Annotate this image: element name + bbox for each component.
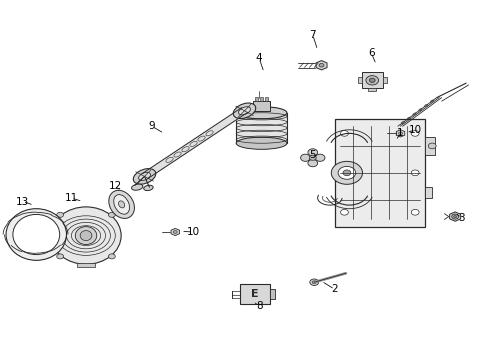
Ellipse shape xyxy=(75,226,97,244)
Ellipse shape xyxy=(143,185,153,190)
Circle shape xyxy=(309,279,318,285)
Ellipse shape xyxy=(118,201,124,208)
Ellipse shape xyxy=(238,107,250,115)
Circle shape xyxy=(340,131,347,136)
Circle shape xyxy=(342,170,350,176)
Bar xyxy=(424,137,434,155)
Circle shape xyxy=(410,131,418,136)
Text: 8: 8 xyxy=(255,301,262,311)
Text: 2: 2 xyxy=(331,284,337,294)
Text: 13: 13 xyxy=(16,197,29,207)
Circle shape xyxy=(453,216,456,218)
Circle shape xyxy=(340,210,347,215)
Circle shape xyxy=(319,63,324,67)
Circle shape xyxy=(330,161,362,184)
Ellipse shape xyxy=(133,168,156,184)
Circle shape xyxy=(307,149,317,156)
Bar xyxy=(269,289,274,300)
Circle shape xyxy=(398,132,402,135)
Bar xyxy=(357,77,361,83)
Polygon shape xyxy=(315,60,326,70)
Circle shape xyxy=(57,212,63,217)
Text: 5: 5 xyxy=(309,150,315,160)
Bar xyxy=(255,97,258,101)
Text: E: E xyxy=(250,289,258,299)
Circle shape xyxy=(309,155,316,160)
Circle shape xyxy=(451,214,458,219)
Bar xyxy=(236,113,286,143)
Bar xyxy=(252,101,270,111)
Circle shape xyxy=(57,254,63,259)
Circle shape xyxy=(410,210,418,215)
Ellipse shape xyxy=(80,230,92,240)
Polygon shape xyxy=(171,228,179,235)
Ellipse shape xyxy=(131,184,142,190)
Circle shape xyxy=(340,170,347,176)
Bar xyxy=(264,97,267,101)
Text: 6: 6 xyxy=(367,48,374,58)
Ellipse shape xyxy=(114,195,129,214)
Text: 3: 3 xyxy=(457,213,464,222)
Bar xyxy=(424,187,431,198)
Ellipse shape xyxy=(51,207,121,264)
Circle shape xyxy=(337,166,355,179)
Ellipse shape xyxy=(138,172,150,180)
Bar xyxy=(382,77,386,83)
Circle shape xyxy=(307,159,317,167)
Bar xyxy=(334,119,424,226)
Circle shape xyxy=(108,212,115,217)
Bar xyxy=(361,72,382,88)
Text: 10: 10 xyxy=(186,227,200,237)
Ellipse shape xyxy=(109,190,134,219)
Bar xyxy=(77,263,95,267)
Bar xyxy=(260,97,263,101)
Text: 1: 1 xyxy=(396,129,403,138)
Bar xyxy=(239,284,269,304)
Ellipse shape xyxy=(13,215,60,255)
Bar xyxy=(367,88,375,91)
Text: 4: 4 xyxy=(255,53,262,63)
Circle shape xyxy=(173,230,177,233)
Circle shape xyxy=(410,170,418,176)
Ellipse shape xyxy=(233,103,255,118)
Text: 12: 12 xyxy=(108,181,122,192)
Circle shape xyxy=(312,281,316,284)
Circle shape xyxy=(365,76,378,85)
Circle shape xyxy=(315,154,325,161)
Ellipse shape xyxy=(236,107,286,119)
Polygon shape xyxy=(395,130,404,137)
Circle shape xyxy=(300,154,310,161)
Text: 10: 10 xyxy=(408,125,421,135)
Ellipse shape xyxy=(6,209,66,260)
Polygon shape xyxy=(449,212,460,221)
Circle shape xyxy=(427,143,435,149)
Circle shape xyxy=(368,78,374,82)
Text: 9: 9 xyxy=(148,121,155,131)
Ellipse shape xyxy=(236,137,286,149)
Text: 11: 11 xyxy=(64,193,78,203)
Text: 7: 7 xyxy=(309,30,315,40)
Polygon shape xyxy=(142,108,247,179)
Circle shape xyxy=(108,254,115,259)
